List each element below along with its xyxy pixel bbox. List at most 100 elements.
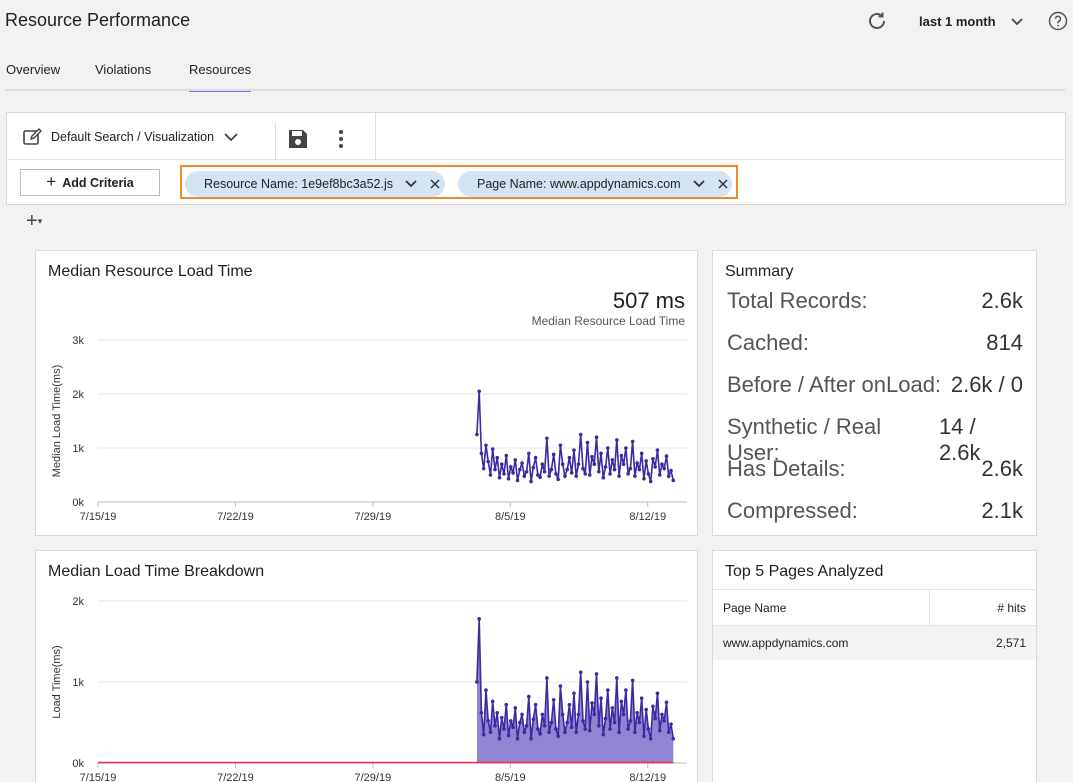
y-tick-label: 1k [72,677,84,689]
data-point [606,446,610,450]
data-point [569,471,574,475]
summary-label: Has Details: [727,456,846,481]
time-range-label: last 1 month [919,14,996,29]
summary-label: Cached: [727,330,809,355]
data-point [504,453,509,458]
data-point [565,467,569,472]
more-vert-icon[interactable] [335,129,347,149]
data-point [513,706,518,710]
card-title: Summary [725,263,794,280]
summary-label: Total Records: [727,288,868,313]
data-point [610,706,615,710]
data-point [518,467,522,472]
data-point [554,727,558,731]
chevron-down-icon[interactable] [403,179,419,189]
toolbar-separator [375,113,376,160]
data-point [533,455,538,460]
filter-chip-resource[interactable]: Resource Name: 1e9ef8bc3a52.js [185,171,445,197]
data-point [657,473,662,477]
series-line [476,391,675,482]
data-point [493,467,497,472]
data-point [646,472,651,476]
filter-chip-label: Page Name: www.appdynamics.com [477,177,681,191]
table-row[interactable]: www.appdynamics.com 2,571 [713,625,1036,660]
data-point [529,479,533,484]
column-header-page[interactable]: Page Name [713,589,930,626]
x-tick-label: 7/15/19 [80,772,117,782]
y-tick-label: 0k [72,497,84,509]
chevron-down-icon[interactable] [691,179,707,189]
add-widget-button[interactable]: +▾ [26,210,42,233]
data-point [567,455,572,460]
page-title: Resource Performance [5,10,191,30]
time-range-select[interactable]: last 1 month [919,14,1024,29]
breakdown-chart: 0k 1k 2k 7/15/19 7/22/19 7/29/19 8/5/19 8/12/19… [51,596,687,782]
plus-icon: + [26,210,38,232]
tab-bar: Overview Violations Resources [0,54,1073,92]
summary-label: Compressed: [727,498,858,523]
data-point [518,720,522,725]
data-point [477,389,481,394]
data-point [547,474,551,478]
tab-resources[interactable]: Resources [189,62,252,92]
data-point [615,438,619,442]
data-point [576,712,581,717]
data-point [527,694,531,699]
toolbar-separator [275,123,276,159]
refresh-icon[interactable] [865,9,889,33]
median-value: 507 ms [612,288,685,313]
y-tick-label: 2k [72,389,84,401]
data-point [540,462,545,466]
column-header-hits[interactable]: # hits [929,589,1036,626]
save-icon[interactable] [287,128,309,150]
summary-row: Synthetic / Real User: 14 / 2.6k [727,414,1023,466]
data-point [626,472,630,476]
data-point [513,458,518,462]
top5-table: Page Name # hits www.appdynamics.com 2,5… [713,589,1036,660]
summary-value: 2.1k [981,498,1023,523]
add-criteria-button[interactable]: + Add Criteria [20,169,160,196]
data-point [637,467,642,472]
data-point [585,440,590,445]
data-point [531,717,536,722]
data-point [619,453,624,458]
data-point [590,701,594,705]
tab-overview[interactable]: Overview [6,62,61,77]
card-title: Median Resource Load Time [48,263,253,280]
data-point [556,477,560,482]
data-point [481,732,486,737]
page-name-cell[interactable]: www.appdynamics.com [713,625,929,660]
data-point [488,730,493,735]
data-point [657,728,662,733]
close-icon[interactable] [717,178,729,190]
data-point [536,473,540,477]
summary-row: Has Details: 2.6k [727,456,1023,482]
summary-value: 2.6k [981,456,1023,481]
data-point [587,728,592,733]
data-point [621,462,626,466]
data-point [669,722,673,726]
filter-chip-page[interactable]: Page Name: www.appdynamics.com [458,171,732,197]
data-point [603,465,608,469]
data-point [560,712,565,717]
data-point [633,474,637,478]
tab-violations[interactable]: Violations [95,62,152,77]
close-icon[interactable] [429,178,441,190]
data-point [522,474,527,478]
hits-cell: 2,571 [929,625,1036,660]
plus-icon: + [46,171,57,191]
data-point [603,716,608,721]
data-point [653,465,658,469]
summary-value: 2.6k / 0 [950,372,1023,397]
data-point [533,702,538,707]
y-tick-label: 2k [72,596,84,608]
help-icon[interactable] [1048,11,1068,31]
data-point [621,712,626,717]
data-point [520,712,524,717]
data-point [493,723,497,728]
search-select[interactable]: Default Search / Visualization [23,128,240,146]
data-point [644,459,648,463]
data-point [560,462,565,466]
median-load-time-chart: 0k 1k 2k 3k 7/15/19 7/22/19 7/29/19 8/5/19 8/12/… [51,335,687,523]
data-point [642,476,646,481]
